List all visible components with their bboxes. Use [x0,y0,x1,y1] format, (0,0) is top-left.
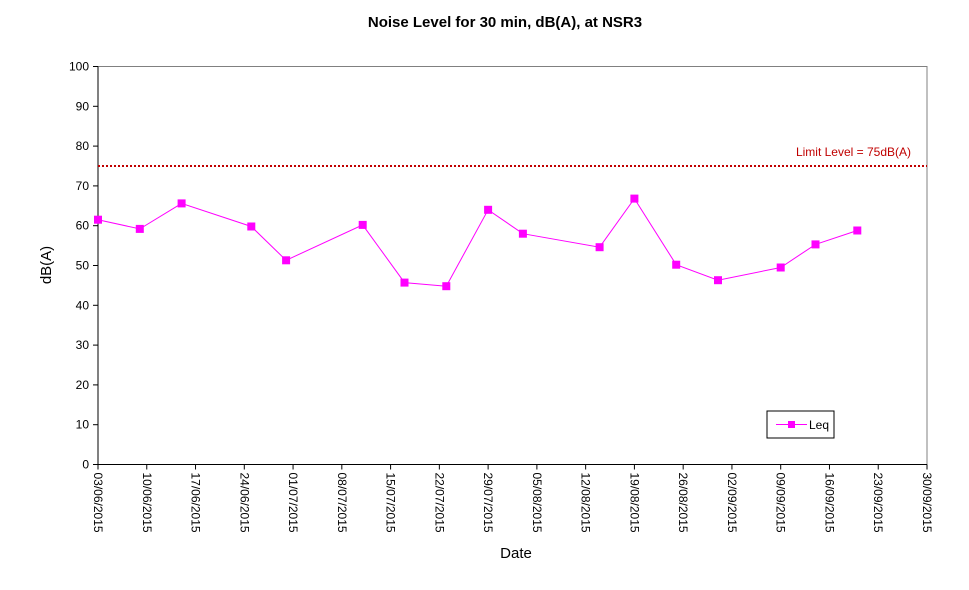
y-tick-label: 40 [76,298,90,312]
data-point [282,256,291,265]
y-tick-label: 60 [76,219,90,233]
legend: Leq [766,410,835,439]
x-tick-label: 12/08/2015 [579,473,593,533]
data-point [247,222,256,231]
data-point [776,263,785,272]
data-point [811,240,820,249]
data-point [595,243,604,252]
legend-marker [788,421,795,428]
x-tick-label: 29/07/2015 [481,473,495,533]
x-tick-label: 02/09/2015 [725,473,739,533]
series-group [94,194,862,291]
x-tick-label: 24/06/2015 [237,473,251,533]
data-point [400,278,409,287]
limit-label: Limit Level = 75dB(A) [796,145,911,159]
limit-line-group: Limit Level = 75dB(A) [98,145,927,167]
x-axis: 03/06/2015 10/06/2015 17/06/2015 24/06/2015… [91,464,934,533]
x-tick-label: 10/06/2015 [140,473,154,533]
y-axis-label: dB(A) [38,246,55,284]
y-tick-label: 50 [76,259,90,273]
data-point [518,229,527,238]
x-tick-label: 08/07/2015 [335,473,349,533]
x-tick-label: 01/07/2015 [286,473,300,533]
y-axis: 0 10 20 30 40 50 60 70 80 90 100 [69,60,99,472]
x-tick-label: 09/09/2015 [774,473,788,533]
x-tick-label: 17/06/2015 [189,473,203,533]
data-point [714,276,722,285]
x-tick-label: 16/09/2015 [822,473,836,533]
y-tick-label: 100 [69,60,89,74]
x-tick-label: 05/08/2015 [530,473,544,533]
chart-title: Noise Level for 30 min, dB(A), at NSR3 [368,14,642,31]
data-point [442,282,451,291]
data-point [135,224,144,233]
legend-label: Leq [809,418,829,432]
y-tick-label: 80 [76,139,90,153]
x-tick-label: 15/07/2015 [384,473,398,533]
data-point [94,215,102,224]
y-tick-label: 90 [76,99,90,113]
x-tick-label: 19/08/2015 [627,473,641,533]
x-tick-label: 30/09/2015 [920,473,934,533]
y-tick-label: 20 [76,378,90,392]
y-tick-label: 10 [76,418,90,432]
y-tick-label: 0 [82,458,89,472]
data-point [484,205,493,214]
x-tick-label: 23/09/2015 [871,473,885,533]
x-tick-label: 03/06/2015 [91,473,105,533]
y-tick-label: 30 [76,338,90,352]
data-point [853,226,862,235]
x-axis-label: Date [500,545,532,562]
data-point [672,260,681,269]
data-point [177,199,186,208]
plot-area [97,66,928,465]
data-point [358,220,367,229]
x-tick-label: 22/07/2015 [432,473,446,533]
y-tick-label: 70 [76,179,90,193]
data-point [630,194,639,203]
x-tick-label: 26/08/2015 [676,473,690,533]
